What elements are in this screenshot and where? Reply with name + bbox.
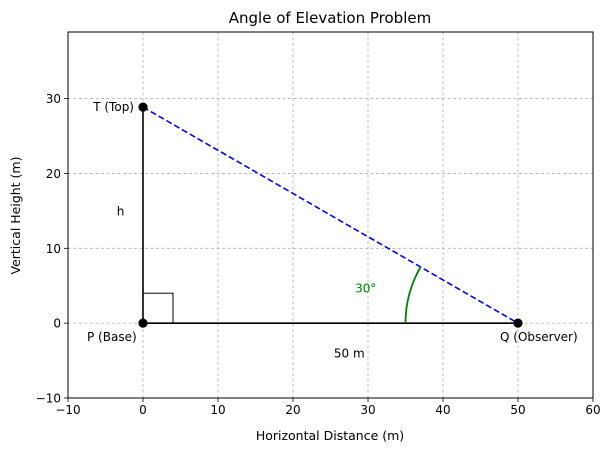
x-tick-label: 10 (210, 403, 225, 417)
angle-label: 30° (355, 281, 376, 295)
x-tick-label: 50 (510, 403, 525, 417)
point-label: P (Base) (87, 330, 137, 344)
angle-arc (404, 266, 422, 324)
y-tick-label: 10 (46, 242, 61, 256)
x-tick-label: 40 (435, 403, 450, 417)
x-axis-ticks: −10 0 10 20 30 40 50 60 (55, 398, 601, 417)
y-tick-label: −10 (36, 392, 61, 406)
x-axis-label: Horizontal Distance (m) (256, 428, 404, 443)
data-point (138, 102, 148, 112)
data-point (138, 318, 148, 328)
annotation-label: 50 m (334, 347, 365, 361)
chart-title: Angle of Elevation Problem (229, 9, 431, 27)
y-axis-ticks: −10 0 10 20 30 (36, 92, 68, 406)
point-label: T (Top) (92, 100, 134, 114)
y-tick-label: 30 (46, 92, 61, 106)
x-tick-label: 30 (360, 403, 375, 417)
x-tick-label: 0 (139, 403, 147, 417)
chart-marks: 30° T (Top) P (Base) Q (Observer) h 50 m (87, 100, 578, 361)
plot-frame (67, 31, 594, 399)
data-point (513, 318, 523, 328)
right-angle-marker (142, 292, 174, 324)
point-label: Q (Observer) (500, 330, 578, 344)
line-of-sight-line (142, 106, 519, 324)
annotation-label: h (117, 204, 125, 218)
y-tick-label: 20 (46, 167, 61, 181)
x-tick-label: 60 (585, 403, 600, 417)
x-tick-label: −10 (55, 403, 80, 417)
y-tick-label: 0 (53, 317, 61, 331)
x-tick-label: 20 (285, 403, 300, 417)
y-axis-label: Vertical Height (m) (8, 157, 23, 275)
